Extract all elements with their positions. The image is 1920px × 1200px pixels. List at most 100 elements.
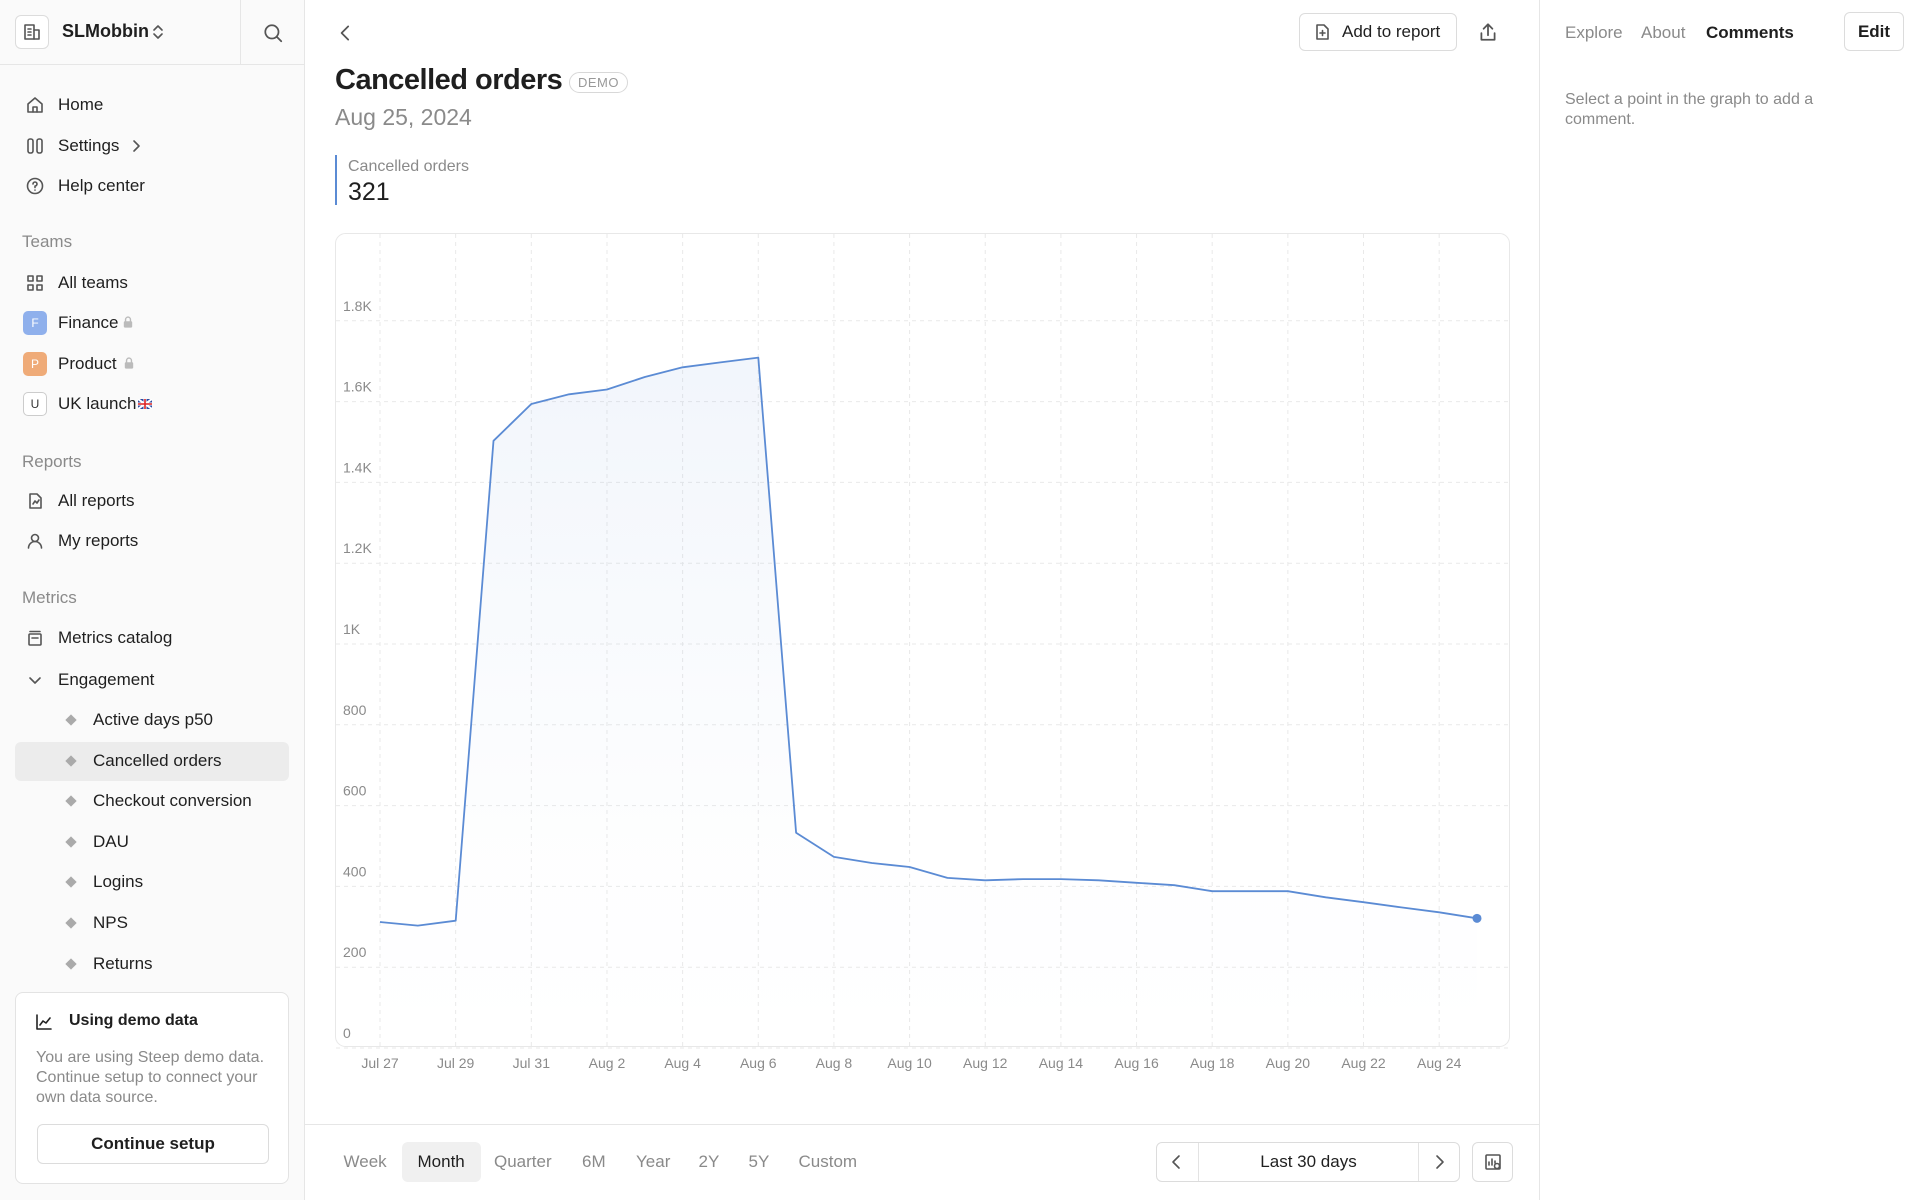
x-tick-label: Jul 29 [437, 1055, 475, 1071]
x-tick-label: Jul 31 [513, 1055, 551, 1071]
panel-tab[interactable]: Explore [1565, 23, 1623, 42]
range-label[interactable]: Last 30 days [1260, 1152, 1357, 1171]
chevron-icon [153, 25, 163, 39]
period-button[interactable]: Year [636, 1152, 671, 1171]
search-icon[interactable] [262, 22, 284, 44]
section-title: Metrics [22, 588, 77, 607]
chevron-icon [133, 140, 140, 152]
nav-item[interactable]: Settings [58, 136, 120, 155]
x-tick-label: Aug 6 [740, 1055, 777, 1071]
end-point [1472, 913, 1482, 923]
metric-item[interactable]: Cancelled orders [93, 750, 222, 770]
report-item[interactable]: All reports [58, 491, 135, 510]
divider [0, 64, 305, 65]
y-tick-label: 1K [343, 621, 361, 637]
report-icon [29, 493, 42, 509]
workspace-name[interactable]: SLMobbin [62, 21, 149, 41]
divider [1539, 0, 1540, 1200]
demo-text: You are using Steep demo data. Continue … [36, 1049, 265, 1106]
x-tick-label: Aug 12 [963, 1055, 1008, 1071]
metric-item[interactable]: DAU [93, 831, 129, 851]
x-tick-label: Aug 16 [1114, 1055, 1159, 1071]
x-tick-label: Aug 18 [1190, 1055, 1235, 1071]
period-button[interactable]: Custom [798, 1152, 858, 1171]
y-tick-label: 800 [343, 702, 367, 718]
section-title: Teams [22, 232, 73, 251]
area-fill [380, 357, 1477, 1049]
team-item[interactable]: All teams [58, 273, 128, 292]
nav-item[interactable]: Home [58, 95, 104, 114]
period-button[interactable]: 5Y [748, 1152, 770, 1171]
continue-button[interactable]: Continue setup [37, 1124, 269, 1164]
team-item[interactable]: UK launch [58, 394, 137, 413]
comment-hint: Select a point in the graph to add a com… [1565, 91, 1814, 128]
team-badge: U [23, 392, 47, 416]
x-tick-label: Aug 14 [1039, 1055, 1084, 1071]
panel-tab[interactable]: Comments [1706, 23, 1794, 42]
x-tick-label: Aug 22 [1341, 1055, 1386, 1071]
catalog-icon [28, 630, 42, 646]
report-item[interactable]: My reports [58, 531, 139, 550]
share-button[interactable] [1477, 21, 1499, 43]
page-title: Cancelled orders [335, 64, 563, 96]
value-card [335, 155, 337, 205]
y-tick-label: 400 [343, 863, 367, 879]
y-tick-label: 200 [343, 944, 367, 960]
period-button[interactable]: Quarter [494, 1152, 552, 1171]
metric-item[interactable]: Checkout conversion [93, 791, 252, 811]
lock-icon [124, 357, 134, 369]
y-tick-label: 0 [343, 1025, 351, 1041]
period-button[interactable]: 2Y [698, 1152, 720, 1171]
demo-title: Using demo data [69, 1012, 198, 1029]
range-control: Last 30 days [1156, 1142, 1460, 1182]
period-button[interactable]: 6M [582, 1152, 606, 1171]
series-label: Cancelled orders [348, 158, 469, 175]
team-item[interactable]: Product [58, 354, 117, 373]
panel-tab[interactable]: About [1641, 23, 1686, 42]
flag-icon [138, 399, 152, 409]
metric-item[interactable]: Logins [93, 872, 144, 892]
metric-group[interactable]: Engagement [58, 670, 155, 689]
x-tick-label: Aug 8 [816, 1055, 853, 1071]
x-tick-label: Aug 2 [589, 1055, 626, 1071]
period-button[interactable]: Week [343, 1152, 387, 1171]
team-badge: P [23, 352, 47, 376]
back-button[interactable] [335, 22, 357, 44]
metric-item[interactable]: NPS [93, 913, 128, 932]
divider [305, 1124, 1539, 1125]
help-icon [26, 177, 44, 195]
edit-button[interactable]: Edit [1844, 12, 1904, 51]
divider [240, 0, 241, 64]
series-line [379, 356, 1478, 927]
settings-icon [27, 138, 43, 154]
x-tick-label: Jul 27 [361, 1055, 399, 1071]
y-tick-label: 1.8K [343, 298, 372, 314]
x-tick-label: Aug 4 [664, 1055, 701, 1071]
next-button[interactable] [1429, 1152, 1449, 1172]
home-icon [27, 97, 43, 113]
x-tick-label: Aug 10 [887, 1055, 932, 1071]
x-tick-label: Aug 20 [1266, 1055, 1311, 1071]
chart-settings-button[interactable] [1472, 1142, 1513, 1182]
metric-item[interactable]: Active days p50 [93, 710, 214, 729]
period-button[interactable]: Month [401, 1142, 481, 1182]
selected-bg [15, 741, 289, 781]
current-value: 321 [348, 178, 390, 206]
prev-button[interactable] [1167, 1152, 1187, 1172]
section-title: Reports [22, 452, 82, 471]
workspace-icon[interactable] [15, 15, 49, 49]
add-to-report-button[interactable]: Add to report [1299, 13, 1457, 51]
team-item[interactable]: Finance [58, 313, 119, 332]
page-date: Aug 25, 2024 [335, 104, 472, 130]
y-tick-label: 600 [343, 783, 367, 799]
metric-item[interactable]: Returns [93, 953, 153, 973]
y-tick-label: 1.6K [343, 379, 372, 395]
metrics-catalog[interactable]: Metrics catalog [58, 628, 173, 647]
teams-icon [27, 275, 43, 291]
user-icon [27, 533, 43, 549]
nav-item[interactable]: Help center [58, 176, 145, 195]
y-tick-label: 1.2K [343, 540, 372, 556]
